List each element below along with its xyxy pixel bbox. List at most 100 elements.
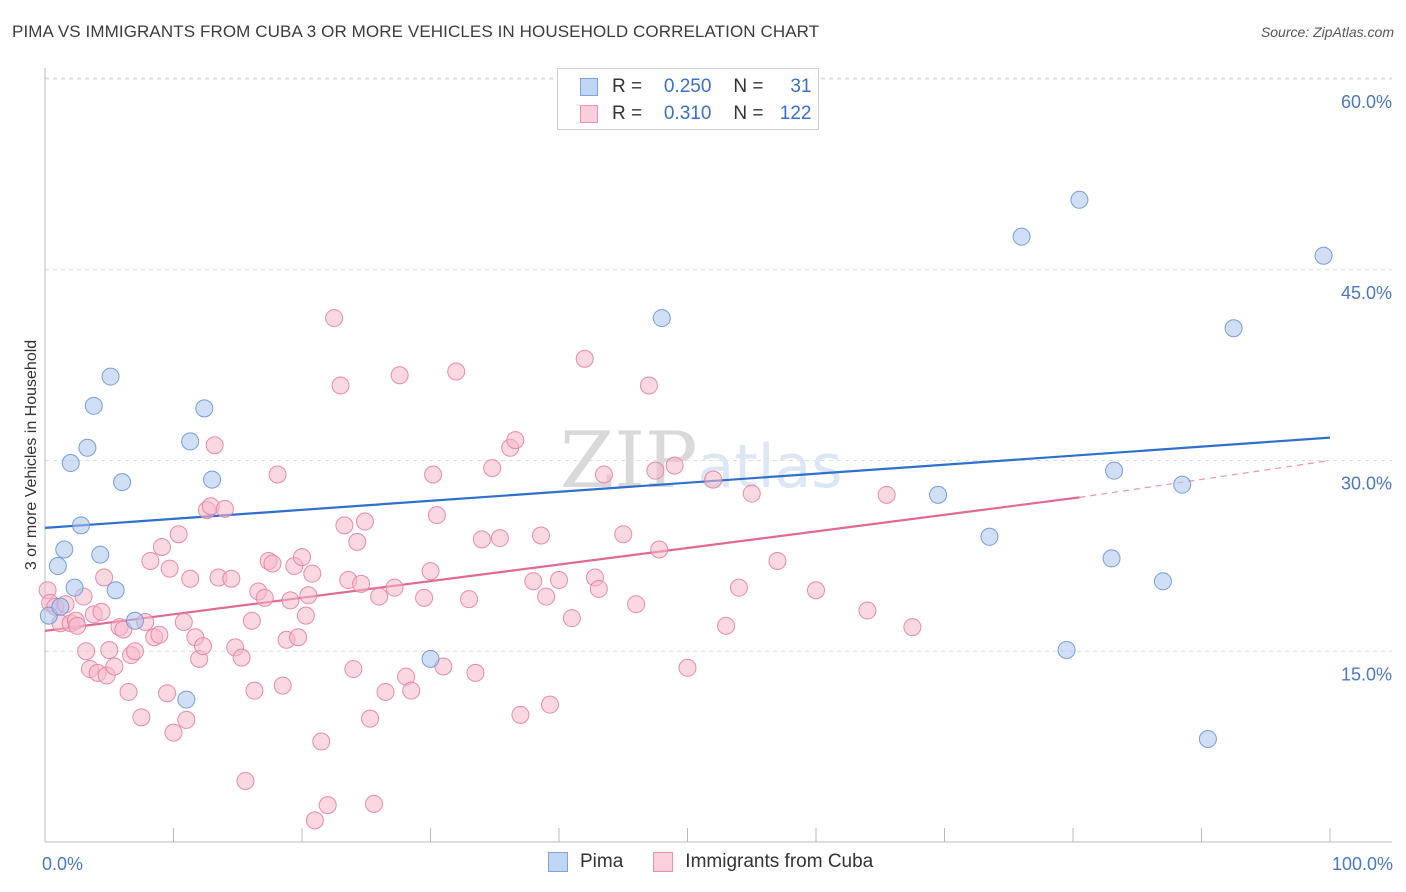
r-label: R = xyxy=(612,103,643,124)
cuba-point xyxy=(68,616,87,635)
pima-point xyxy=(1070,190,1089,209)
cuba-point xyxy=(402,681,421,700)
cuba-point xyxy=(903,618,922,637)
cuba-point xyxy=(877,485,896,504)
cuba-point xyxy=(460,590,479,609)
pima-point xyxy=(55,540,74,559)
cuba-point xyxy=(296,606,315,625)
cuba-point xyxy=(299,586,318,605)
cuba-point xyxy=(77,642,96,661)
cuba-point xyxy=(268,465,287,484)
pima-point xyxy=(48,557,67,576)
pima-point xyxy=(181,432,200,451)
cuba-point xyxy=(215,499,234,518)
legend-row-cuba: R = 0.310 N = 122 xyxy=(580,103,812,125)
cuba-point xyxy=(177,710,196,729)
cuba-point xyxy=(242,611,261,630)
axes xyxy=(44,68,1392,843)
cuba-point xyxy=(281,591,300,610)
cuba-point xyxy=(174,613,193,632)
cuba-point xyxy=(385,578,404,597)
pima-point xyxy=(980,527,999,546)
y-tick-label: 15.0% xyxy=(1341,664,1392,684)
pima-point xyxy=(101,367,120,386)
cuba-point xyxy=(768,551,787,570)
watermark: ZIPatlas xyxy=(560,416,843,506)
cuba-point xyxy=(678,658,697,677)
cuba-point xyxy=(483,459,502,478)
n-label: N = xyxy=(733,103,764,124)
x-tick-label-min: 0.0% xyxy=(42,854,83,874)
gridlines xyxy=(45,77,1392,652)
legend-item-pima[interactable]: Pima xyxy=(548,851,623,873)
cuba-point xyxy=(305,811,324,830)
cuba-point xyxy=(614,525,633,544)
cuba-point xyxy=(424,465,443,484)
cuba-point xyxy=(370,587,389,606)
n-value: 122 xyxy=(779,103,812,124)
cuba-point xyxy=(589,579,608,598)
cuba-point xyxy=(331,376,350,395)
cuba-point xyxy=(541,695,560,714)
cuba-point xyxy=(511,705,530,724)
pima-point xyxy=(1198,729,1217,748)
cuba-point xyxy=(575,349,594,368)
pima-point xyxy=(106,581,125,600)
cuba-point xyxy=(245,681,264,700)
r-label: R = xyxy=(612,76,643,97)
cuba-point xyxy=(361,709,380,728)
pima-point xyxy=(177,690,196,709)
pima-point xyxy=(65,578,84,597)
pima-trend-line xyxy=(44,436,1331,529)
cuba-point xyxy=(447,362,466,381)
cuba-point xyxy=(236,771,255,790)
cuba-point xyxy=(318,796,337,815)
cuba-point xyxy=(158,684,177,703)
cuba-point xyxy=(164,723,183,742)
pima-point xyxy=(125,611,144,630)
pima-point xyxy=(91,545,110,564)
cuba-point xyxy=(100,640,119,659)
cuba-point xyxy=(348,532,367,551)
cuba-point xyxy=(181,569,200,588)
y-axis-label: 3 or more Vehicles in Household xyxy=(23,340,40,570)
y-tick-label: 30.0% xyxy=(1341,474,1392,494)
source-label: Source: ZipAtlas.com xyxy=(1260,24,1394,40)
cuba-point xyxy=(222,569,241,588)
cuba-point xyxy=(472,530,491,549)
cuba-point xyxy=(532,526,551,545)
cuba-point xyxy=(132,708,151,727)
cuba-point xyxy=(537,587,556,606)
pima-point xyxy=(51,597,70,616)
pima-point xyxy=(1012,227,1031,246)
cuba-point xyxy=(105,657,124,676)
cuba-point xyxy=(255,588,274,607)
cuba-point xyxy=(293,548,311,567)
cuba-point xyxy=(303,564,322,583)
cuba-point xyxy=(92,602,111,621)
cuba-point xyxy=(150,625,169,644)
cuba-point xyxy=(650,540,669,559)
pima-point xyxy=(1173,475,1192,494)
legend-item-cuba[interactable]: Immigrants from Cuba xyxy=(653,851,873,873)
r-value: 0.250 xyxy=(663,76,712,97)
cuba-point xyxy=(506,431,525,450)
cuba-point xyxy=(807,581,825,600)
legend-label-pima: Pima xyxy=(580,851,624,872)
pima-point xyxy=(929,485,948,504)
cuba-point xyxy=(665,456,684,475)
cuba-point xyxy=(717,616,736,635)
pima-point xyxy=(71,516,90,535)
cuba-point xyxy=(194,637,213,656)
cuba-point xyxy=(312,732,331,751)
pima-point xyxy=(78,438,97,457)
cuba-point xyxy=(415,588,434,607)
series-legend: Pima Immigrants from Cuba xyxy=(548,851,903,873)
cuba-point xyxy=(205,436,224,455)
cuba-point xyxy=(550,571,568,590)
cuba-point xyxy=(352,574,371,593)
cuba-point xyxy=(344,660,363,679)
cuba-point xyxy=(646,461,665,480)
cuba-point xyxy=(594,465,613,484)
y-tick-label: 45.0% xyxy=(1341,283,1392,303)
